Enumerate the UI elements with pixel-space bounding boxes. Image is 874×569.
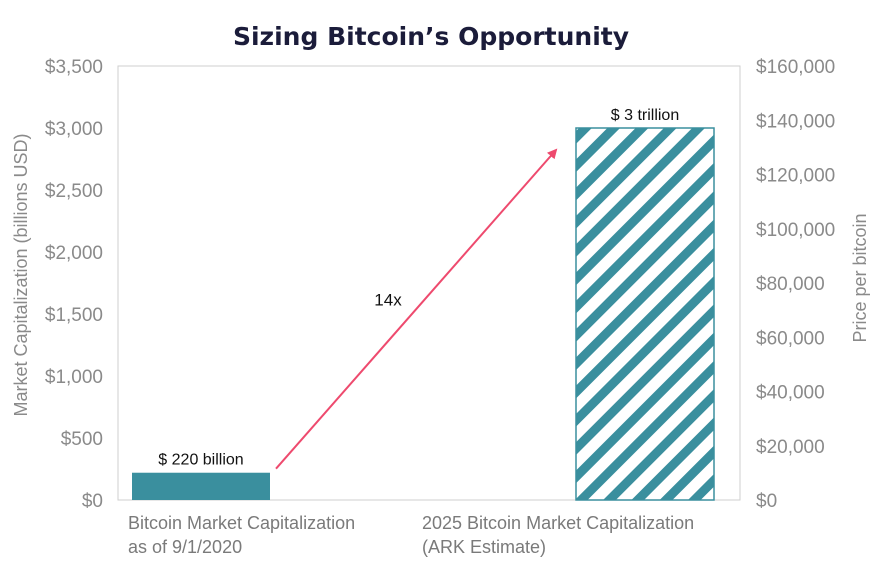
left-tick-label: $1,000 (45, 367, 103, 388)
bar-value-label: $ 220 billion (158, 452, 243, 469)
bar-value-label: $ 3 trillion (611, 107, 679, 124)
right-tick-label: $140,000 (756, 111, 835, 132)
right-tick-label: $20,000 (756, 437, 825, 458)
right-axis-ticks: $0 $20,000 $40,000 $60,000 $80,000 $100,000 $1… (756, 57, 835, 512)
right-tick-label: $40,000 (756, 383, 825, 404)
bar (132, 472, 270, 500)
left-axis-title: Market Capitalization (billions USD) (11, 133, 31, 416)
plot-frame (117, 65, 741, 501)
value-labels: $ 220 billion $ 3 trillion (158, 107, 679, 469)
left-tick-label: $1,500 (45, 305, 103, 326)
right-tick-label: $100,000 (756, 220, 835, 241)
right-tick-label: $80,000 (756, 274, 825, 295)
category-label: Bitcoin Market Capitalization (128, 513, 355, 533)
growth-multiple-label: 14x (374, 290, 402, 309)
right-axis-title: Price per bitcoin (850, 213, 870, 342)
left-tick-label: $2,500 (45, 181, 103, 202)
right-tick-label: $120,000 (756, 166, 835, 187)
category-label: (ARK Estimate) (422, 537, 546, 557)
left-tick-label: $3,000 (45, 119, 103, 140)
right-tick-label: $0 (756, 491, 777, 512)
annotation: 14x (275, 148, 558, 470)
right-tick-label: $60,000 (756, 328, 825, 349)
left-tick-label: $3,500 (45, 57, 103, 78)
left-axis-ticks: $0 $500 $1,000 $1,500 $2,000 $2,500 $3,000 $3,5… (45, 57, 103, 512)
left-tick-label: $2,000 (45, 243, 103, 264)
category-labels: Bitcoin Market Capitalization as of 9/1/2… (128, 513, 694, 557)
category-label: as of 9/1/2020 (128, 537, 242, 557)
growth-arrow (275, 148, 558, 470)
category-label: 2025 Bitcoin Market Capitalization (422, 513, 694, 533)
chart-title: Sizing Bitcoin’s Opportunity (233, 22, 629, 51)
bar (575, 127, 715, 501)
left-tick-label: $500 (61, 429, 103, 450)
bars (132, 127, 715, 501)
left-tick-label: $0 (82, 491, 103, 512)
right-tick-label: $160,000 (756, 57, 835, 78)
